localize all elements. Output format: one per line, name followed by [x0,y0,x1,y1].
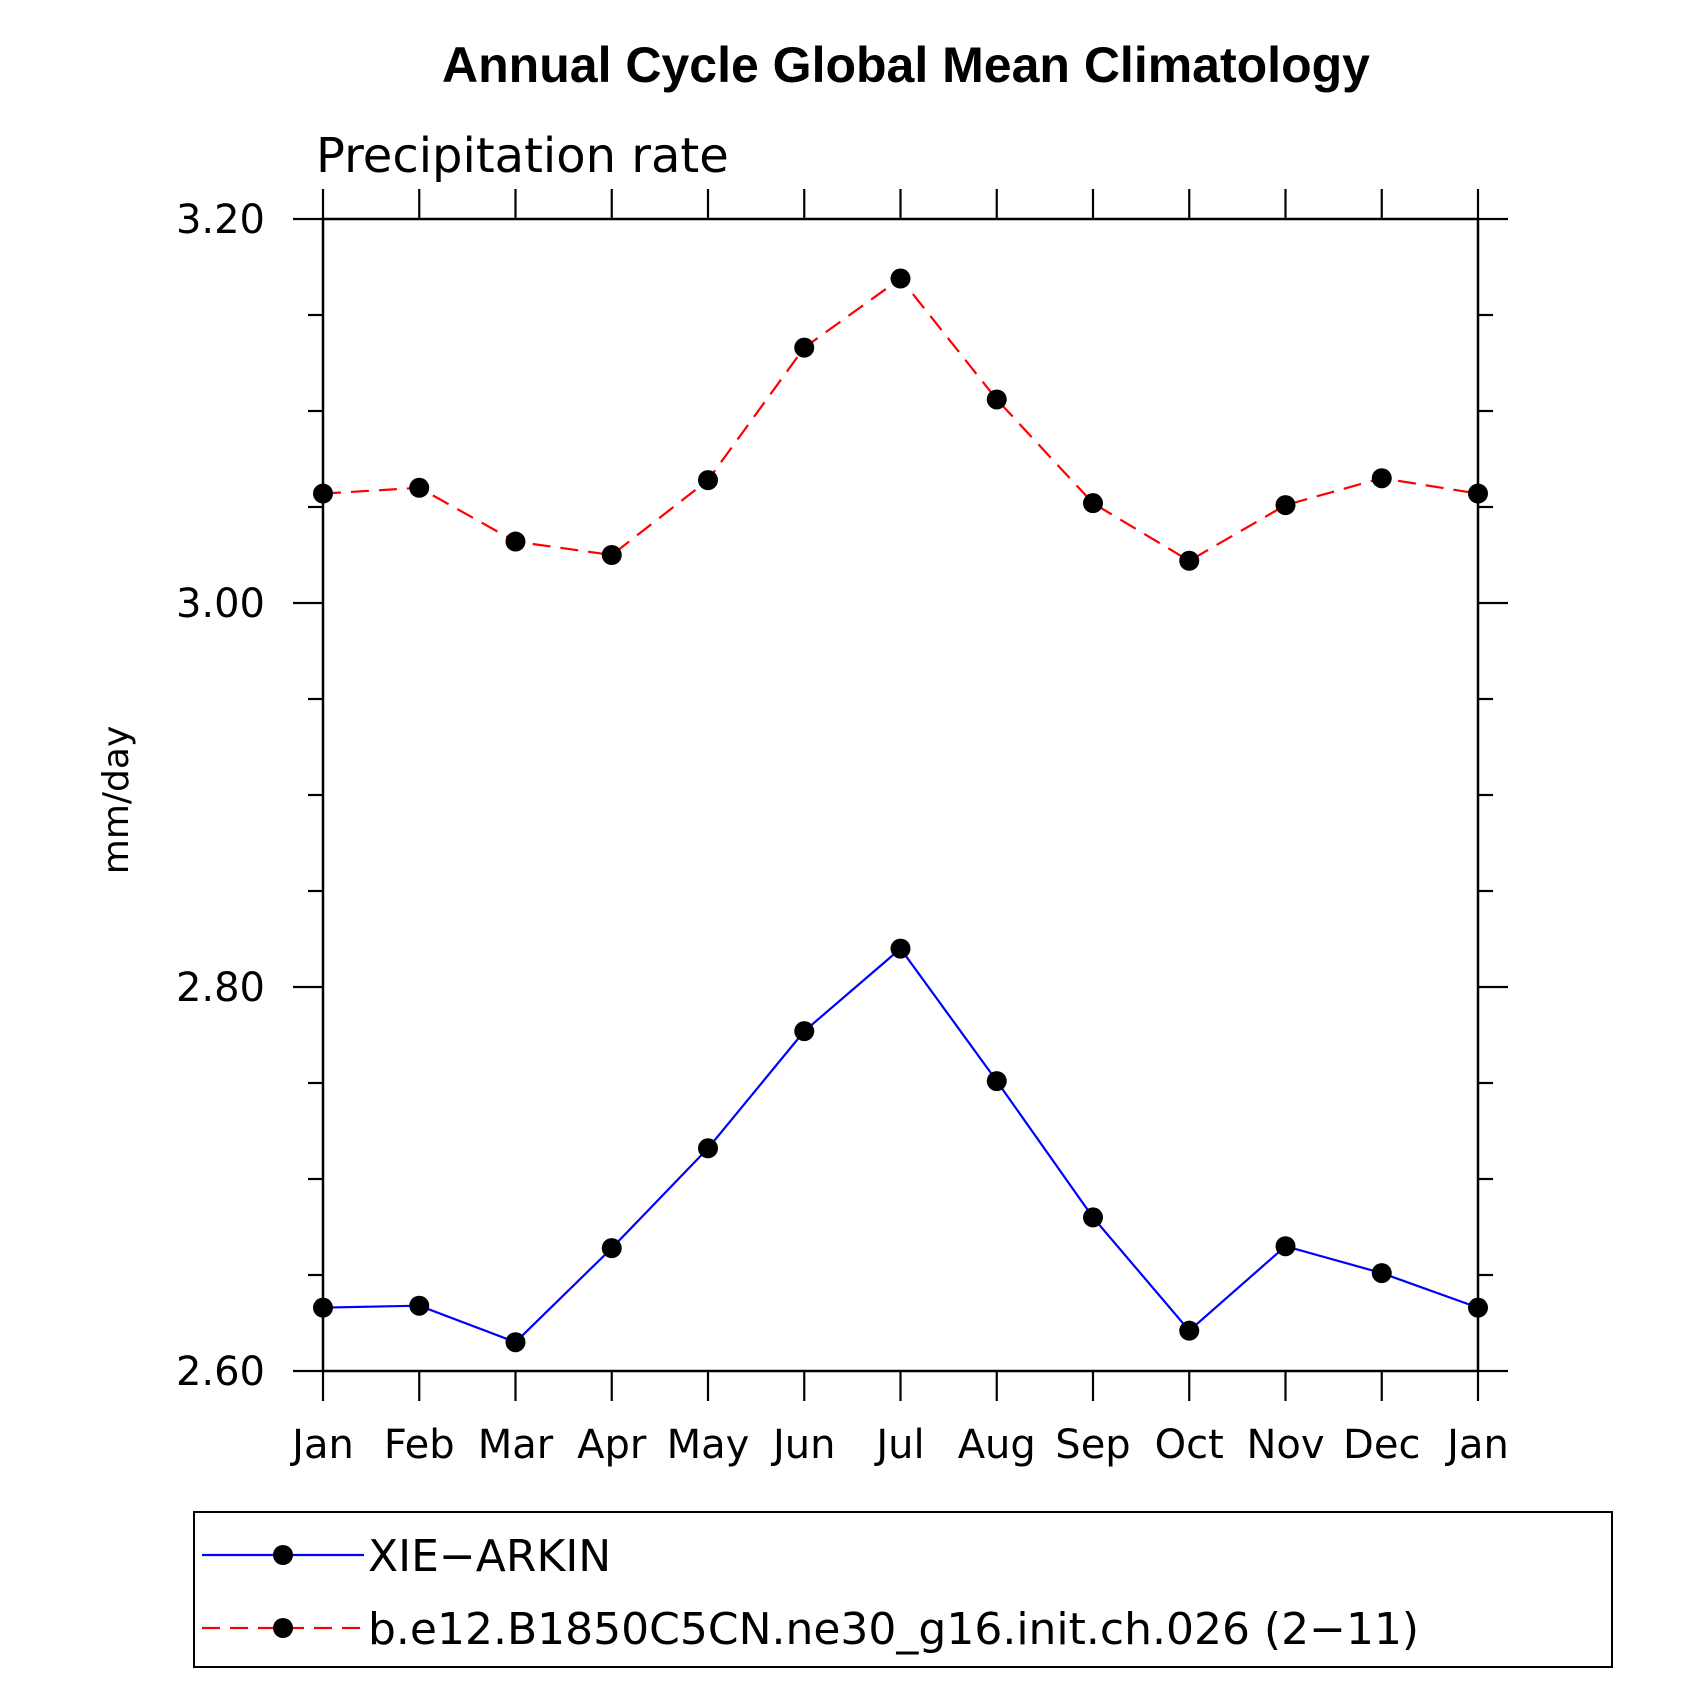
series-0-point [1179,1320,1200,1341]
x-tick-label: Dec [1343,1422,1420,1468]
chart-subtitle: Precipitation rate [316,128,729,184]
series-1-point [1275,495,1296,516]
axis-ticks [293,189,1508,1401]
series-line-1 [322,276,1479,563]
x-tick-label: Nov [1246,1422,1324,1468]
series-1-point [1468,483,1488,504]
series-1-point [601,545,622,565]
series-1-point [505,531,526,552]
series-0-point [986,1071,1007,1092]
series-1-point [794,337,815,358]
y-tick-label: 2.80 [176,965,265,1011]
legend-label-model: b.e12.B1850C5CN.ne30_g16.init.ch.026 (2−… [368,1604,1419,1655]
series-0-point [1371,1263,1392,1284]
legend-label-xie-arkin: XIE−ARKIN [368,1531,611,1582]
x-tick-label: Sep [1055,1422,1130,1468]
series-1-point [1083,493,1103,514]
series-lines [322,276,1479,1344]
series-0-point [1275,1236,1296,1257]
plot-border [321,217,1480,1373]
plot-frame [321,217,1480,1373]
x-tick-label: Oct [1155,1422,1224,1468]
series-0-point [505,1332,526,1353]
legend-marker-xie-arkin [273,1545,293,1565]
series-line-0 [322,946,1479,1344]
x-tick-label: Jan [289,1422,354,1468]
x-tick-labels: Jan Feb Mar Apr May Jun Jul Aug Sep Oct Nov Dec Jan [289,1422,1509,1468]
series-0-point [1083,1207,1103,1228]
x-tick-label: Mar [478,1422,554,1468]
series-points [313,268,1488,1353]
series-1-point [1371,468,1392,489]
x-tick-label: May [667,1422,750,1468]
x-tick-label: Feb [384,1422,455,1468]
series-1-point [890,268,911,289]
x-tick-label: Aug [958,1422,1036,1468]
series-1-point [313,483,333,504]
legend-box [193,1511,1613,1668]
series-1-point [698,470,718,491]
x-tick-label: Jan [1444,1422,1509,1468]
y-axis-label: mm/day [96,726,137,874]
series-0-point [1468,1297,1488,1318]
series-0-point [698,1138,718,1159]
y-tick-label: 2.60 [176,1349,265,1395]
series-1-point [986,389,1007,410]
chart-title: Annual Cycle Global Mean Climatology [442,37,1370,93]
x-tick-label: Jun [770,1422,836,1468]
y-tick-labels: 2.60 2.80 3.00 3.20 [176,197,265,1395]
series-0-point [890,938,911,959]
y-tick-label: 3.00 [176,581,265,627]
x-tick-label: Jul [873,1422,924,1468]
x-tick-label: Apr [577,1422,647,1468]
y-tick-label: 3.20 [176,197,265,243]
series-0-point [794,1021,815,1042]
legend-marker-model [273,1618,293,1638]
series-1-point [409,477,430,498]
series-0-point [409,1295,430,1316]
series-1-point [1179,550,1200,571]
series-0-point [313,1297,333,1318]
legend: XIE−ARKIN b.e12.B1850C5CN.ne30_g16.init.… [193,1511,1613,1668]
series-0-point [601,1238,622,1259]
